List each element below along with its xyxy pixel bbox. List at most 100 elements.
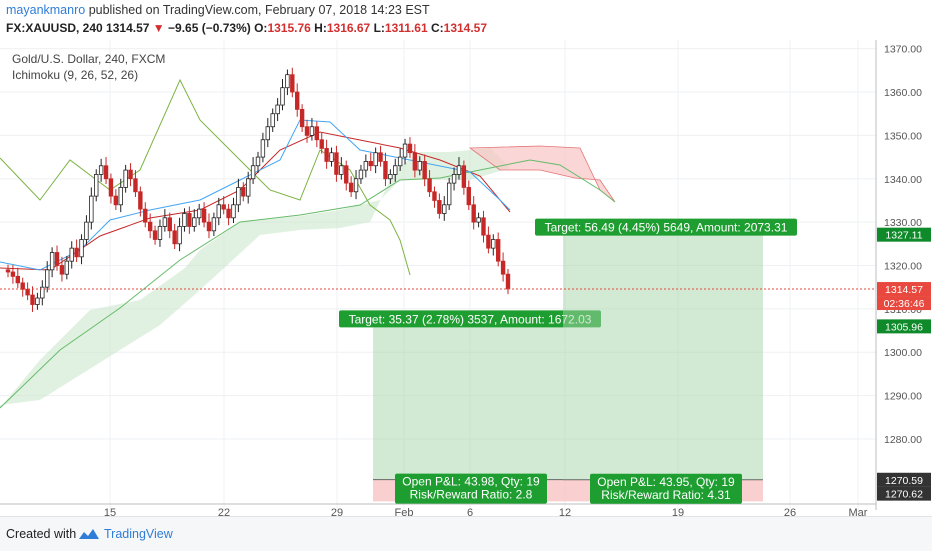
candle-body bbox=[373, 152, 378, 167]
candle-body bbox=[236, 187, 241, 206]
candle-body bbox=[84, 221, 89, 240]
candle-body bbox=[432, 191, 437, 201]
candle-body bbox=[192, 217, 197, 227]
candle-body bbox=[79, 239, 84, 258]
tradingview-brand-link[interactable]: TradingView bbox=[104, 527, 173, 541]
x-tick-label: 15 bbox=[104, 507, 116, 516]
price-chart[interactable]: 1370.00 1360.00 1350.00 1340.00 1330.00 1320.… bbox=[0, 40, 932, 516]
candle-body bbox=[143, 208, 148, 223]
x-tick-label: 19 bbox=[672, 507, 684, 516]
candle-body bbox=[461, 165, 467, 188]
price-tag-box bbox=[877, 319, 931, 334]
candle-body bbox=[407, 143, 413, 154]
candle-body bbox=[245, 178, 251, 197]
candle-body bbox=[427, 178, 432, 193]
candle-body bbox=[133, 178, 138, 193]
footer-bar: Created with TradingView bbox=[0, 516, 932, 551]
senkou-span-a-line bbox=[0, 159, 616, 409]
candle-body bbox=[35, 297, 40, 305]
down-arrow-icon: ▼ bbox=[152, 21, 165, 35]
candle-body bbox=[108, 178, 114, 197]
y-tick-label: 1300.00 bbox=[884, 347, 922, 359]
candle-body bbox=[20, 282, 25, 290]
candle-body bbox=[94, 174, 99, 197]
author-link[interactable]: mayankmanro bbox=[6, 3, 86, 17]
candle-body bbox=[393, 165, 398, 175]
candle-body bbox=[167, 217, 172, 232]
price-tag-box bbox=[877, 296, 931, 311]
candle-body bbox=[476, 217, 481, 223]
candle-body bbox=[152, 230, 158, 240]
candle-body bbox=[113, 195, 119, 206]
x-tick-label: 29 bbox=[331, 507, 343, 516]
target-label-box bbox=[339, 310, 601, 328]
candle-body bbox=[59, 265, 65, 275]
candle-body bbox=[437, 200, 442, 214]
candle-body bbox=[295, 91, 300, 110]
price-tag-box bbox=[877, 472, 931, 487]
candle-body bbox=[5, 269, 11, 273]
low-label: L: bbox=[373, 21, 385, 35]
candle-body bbox=[495, 239, 501, 262]
target-label-box bbox=[535, 218, 797, 236]
candle-body bbox=[128, 169, 133, 180]
candle-body bbox=[324, 148, 329, 162]
y-tick-label: 1350.00 bbox=[884, 130, 922, 142]
candle-body bbox=[348, 182, 354, 193]
candle-body bbox=[358, 169, 364, 180]
tradingview-logo-icon bbox=[79, 529, 99, 539]
candle-body bbox=[260, 139, 266, 158]
publish-line: mayankmanro published on TradingView.com… bbox=[6, 3, 430, 17]
candle-body bbox=[206, 221, 212, 232]
y-tick-label: 1330.00 bbox=[884, 217, 922, 229]
x-tick-label: Mar bbox=[849, 507, 868, 516]
candle-body bbox=[74, 247, 79, 258]
last-price: 1314.57 bbox=[106, 21, 150, 35]
candle-body bbox=[89, 195, 94, 223]
candle-body bbox=[481, 217, 486, 236]
candle-body bbox=[138, 191, 143, 210]
candle-body bbox=[54, 252, 60, 266]
x-tick-label: 22 bbox=[218, 507, 230, 516]
candle-body bbox=[446, 182, 452, 206]
candle-body bbox=[280, 87, 285, 106]
candle-body bbox=[275, 104, 280, 115]
candle-body bbox=[98, 165, 104, 175]
candle-body bbox=[402, 143, 408, 158]
candle-body bbox=[422, 161, 427, 180]
price-tag-box bbox=[877, 486, 931, 501]
price-tag-label: 1327.11 bbox=[885, 230, 922, 242]
y-tick-label: 1280.00 bbox=[884, 434, 922, 446]
symbol-label: FX:XAUUSD, 240 bbox=[6, 21, 103, 35]
price-tag-label: 02:36:46 bbox=[884, 298, 925, 310]
candle-body bbox=[397, 156, 403, 167]
position-profit-zone bbox=[373, 326, 563, 480]
low-value: 1311.61 bbox=[384, 21, 428, 35]
candle-body bbox=[187, 213, 192, 227]
pnl-label-box bbox=[395, 473, 547, 504]
candle-body bbox=[388, 174, 393, 180]
candle-body bbox=[216, 204, 221, 219]
candle-body bbox=[368, 161, 373, 167]
candle-body bbox=[417, 161, 422, 171]
x-tick-label: Feb bbox=[395, 507, 414, 516]
position-profit-zone bbox=[563, 234, 763, 480]
instrument-legend: Gold/U.S. Dollar, 240, FXCM bbox=[12, 52, 166, 66]
candle-body bbox=[196, 208, 202, 219]
candle-body bbox=[505, 273, 511, 290]
candle-body bbox=[471, 204, 476, 223]
indicator-legend[interactable]: Ichimoku (9, 26, 52, 26) bbox=[12, 68, 139, 82]
change-value: −9.65 (−0.73%) bbox=[168, 21, 251, 35]
close-value: 1314.57 bbox=[443, 21, 488, 35]
candle-body bbox=[177, 226, 182, 245]
candle-body bbox=[363, 161, 369, 171]
tenkan-sen-line bbox=[0, 119, 511, 271]
candle-body bbox=[10, 271, 16, 277]
candle-body bbox=[491, 239, 496, 249]
candle-body bbox=[412, 152, 418, 171]
candle-body bbox=[290, 74, 295, 93]
y-tick-label: 1340.00 bbox=[884, 174, 922, 186]
candle-body bbox=[221, 204, 226, 210]
candle-body bbox=[456, 165, 462, 175]
risk-reward-label: Risk/Reward Ratio: 2.8 bbox=[410, 488, 533, 502]
